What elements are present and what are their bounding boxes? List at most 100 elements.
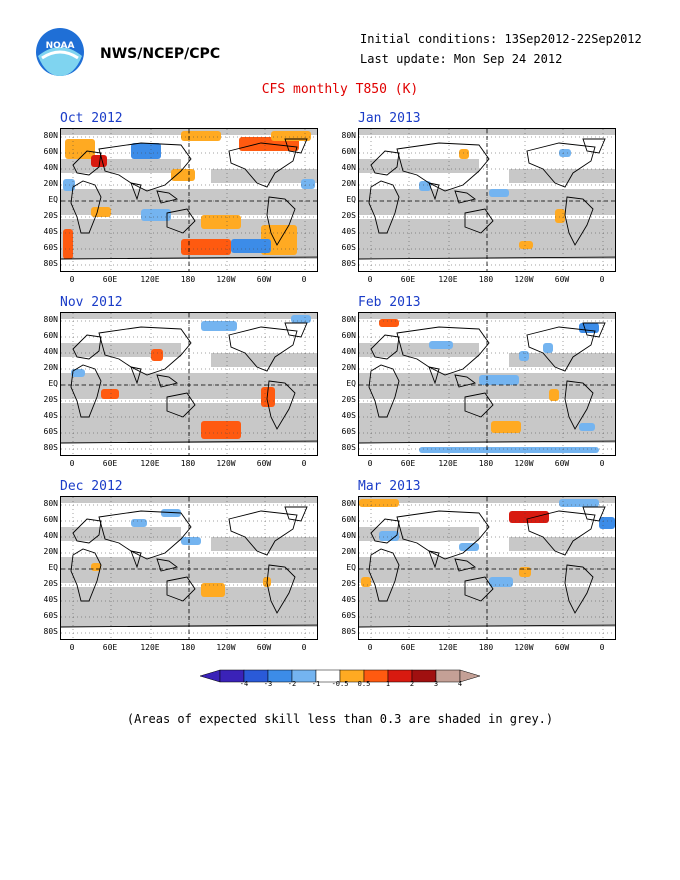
coastline: [396, 142, 490, 192]
colorbar-graphic: [199, 669, 481, 683]
coastline: [526, 142, 596, 188]
coastline: [464, 576, 494, 602]
map-graphic: [61, 129, 317, 271]
coastline: [454, 558, 477, 572]
lon-label: 120E: [140, 459, 160, 468]
low-skill-shading: [359, 343, 479, 357]
lat-label: 20S: [341, 579, 356, 588]
noaa-logo: NOAA: [34, 26, 86, 78]
lat-label: 60N: [43, 147, 58, 156]
lon-label: 0: [599, 275, 605, 284]
map-graphic: [359, 497, 615, 639]
anomaly-region: [543, 343, 553, 353]
lon-label: 120E: [438, 459, 458, 468]
coastline: [370, 334, 400, 360]
coastline: [61, 440, 317, 444]
lat-label: 60S: [43, 427, 58, 436]
lon-label: 60E: [102, 643, 118, 652]
anomaly-region: [201, 215, 241, 229]
lon-label: 0: [69, 275, 75, 284]
lat-label: 80S: [43, 443, 58, 452]
coastline: [368, 548, 400, 602]
lon-label: 180: [180, 275, 196, 284]
page-title: CFS monthly T850 (K): [261, 82, 419, 97]
lon-label: 180: [478, 459, 494, 468]
lat-label: 40N: [341, 163, 356, 172]
coastline: [266, 196, 296, 246]
lat-label: 40S: [341, 227, 356, 236]
coastline: [396, 326, 490, 376]
anomaly-region: [181, 131, 221, 141]
coastline: [284, 138, 308, 154]
coastline: [428, 182, 440, 201]
colorbar-tick-label: 2: [409, 680, 415, 688]
colorbar-labels: -4 -3 -2 -1 -0.5 0.5 1 2 3 4: [200, 680, 480, 692]
lat-label: 40N: [43, 531, 58, 540]
anomaly-region: [559, 149, 571, 157]
anomaly-region: [91, 207, 111, 217]
coastline: [582, 506, 606, 522]
lon-label: 60E: [400, 643, 416, 652]
anomaly-region: [231, 239, 271, 253]
lat-label: 40N: [43, 347, 58, 356]
lon-label: 60W: [256, 275, 272, 284]
anomaly-region: [291, 315, 311, 323]
low-skill-shading: [509, 353, 615, 367]
coastline: [284, 506, 308, 522]
low-skill-shading: [359, 159, 479, 173]
lat-label: 20S: [341, 395, 356, 404]
coastline: [359, 624, 615, 628]
lat-label: 60S: [341, 611, 356, 620]
anomaly-region: [181, 537, 201, 545]
anomaly-region: [63, 229, 73, 259]
noaa-logo-text: NOAA: [46, 41, 75, 51]
anomaly-region: [509, 511, 549, 523]
coastline: [266, 380, 296, 430]
lat-label: 40S: [43, 411, 58, 420]
coastline: [130, 182, 142, 201]
coastline: [70, 364, 102, 418]
coastline: [370, 518, 400, 544]
lat-label: 80S: [341, 443, 356, 452]
coastline: [428, 366, 440, 385]
map-panel: [60, 312, 318, 456]
lat-label: 60N: [341, 331, 356, 340]
coastline: [359, 256, 615, 260]
coastline: [72, 334, 102, 360]
anomaly-region: [201, 583, 225, 597]
anomaly-region: [361, 577, 371, 587]
coastline: [526, 510, 596, 556]
map-graphic: [61, 497, 317, 639]
lat-label: 40S: [341, 595, 356, 604]
anomaly-region: [491, 421, 521, 433]
panel-title: Mar 2013: [358, 479, 421, 494]
lat-label: 80S: [43, 627, 58, 636]
coastline: [396, 510, 490, 560]
panel-title: Feb 2013: [358, 295, 421, 310]
lat-label: 60S: [341, 427, 356, 436]
coastline: [464, 392, 494, 418]
coastline: [156, 190, 179, 204]
anomaly-region: [579, 323, 599, 333]
anomaly-region: [459, 149, 469, 159]
coastline: [70, 180, 102, 234]
low-skill-shading: [61, 403, 317, 443]
coastline: [454, 190, 477, 204]
low-skill-shading: [211, 169, 317, 183]
lon-label: 60W: [554, 643, 570, 652]
anomaly-region: [519, 241, 533, 249]
lon-label: 0: [301, 459, 307, 468]
lat-label: 20N: [341, 547, 356, 556]
anomaly-region: [201, 421, 241, 439]
coastline: [61, 256, 317, 260]
anomaly-region: [151, 349, 163, 361]
anomaly-region: [429, 341, 453, 349]
lat-label: EQ: [48, 563, 58, 572]
map-panel: [60, 496, 318, 640]
map-panel: [358, 496, 616, 640]
anomaly-region: [559, 499, 599, 507]
lon-label: 0: [367, 275, 373, 284]
coastline: [266, 564, 296, 614]
lon-label: 180: [180, 643, 196, 652]
low-skill-shading: [61, 497, 317, 503]
